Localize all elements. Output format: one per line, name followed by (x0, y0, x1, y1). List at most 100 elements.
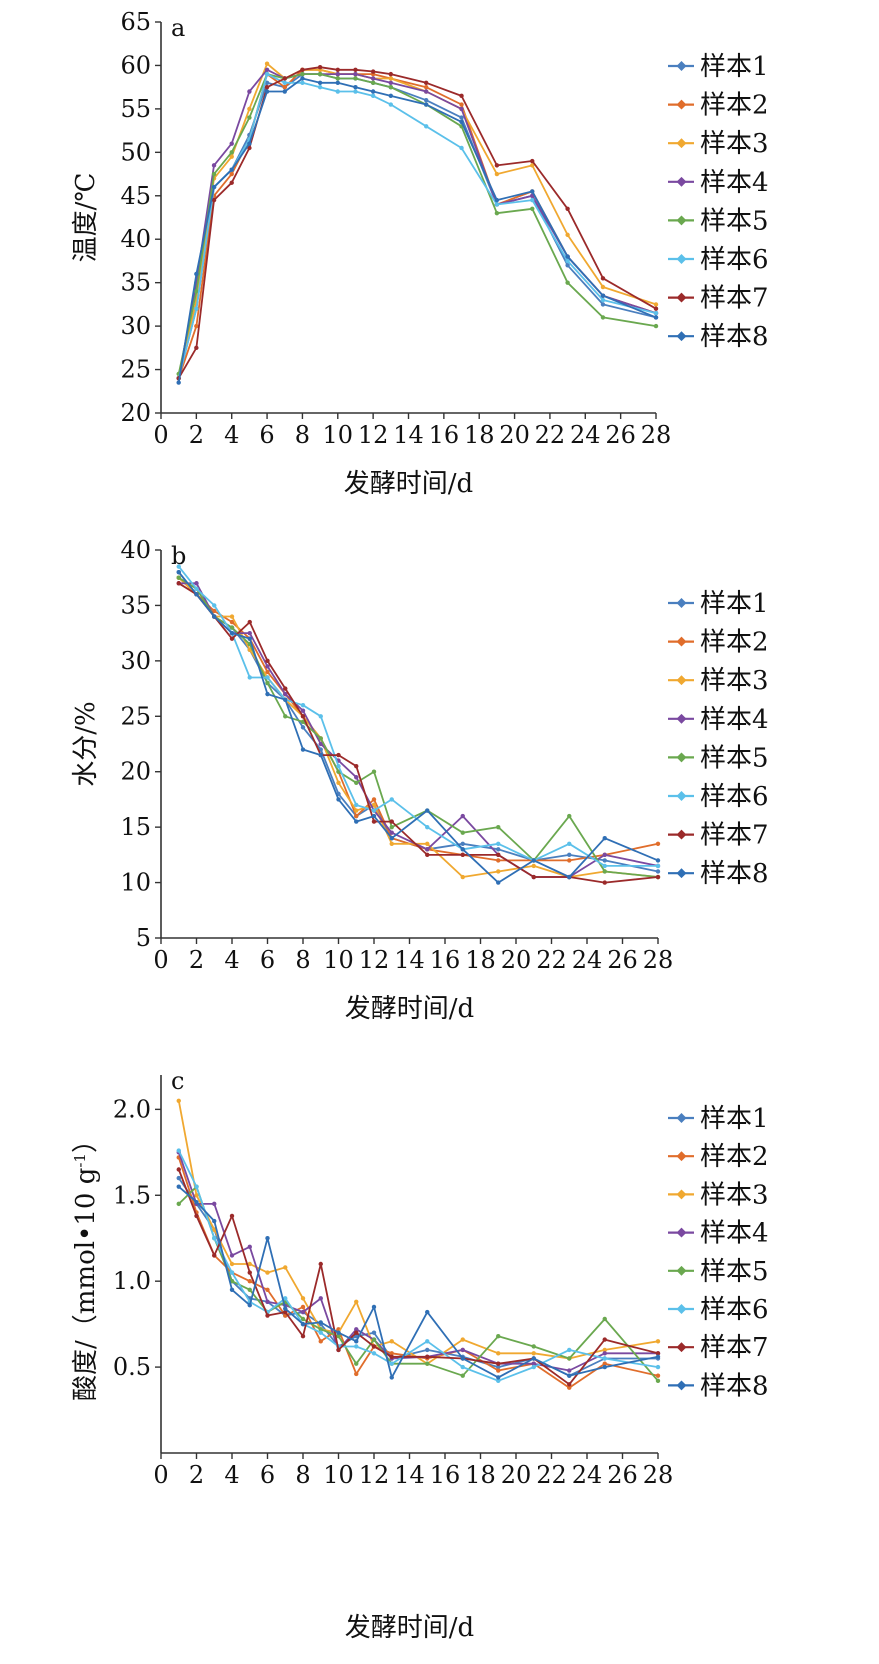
c0-data-point (264, 89, 270, 94)
c0-data-point (335, 80, 340, 86)
c1-legend-item-2: 样本2 (668, 628, 769, 658)
c0-data-point (335, 76, 340, 81)
c1-data-point (194, 586, 199, 591)
c2-data-point (496, 1361, 501, 1366)
c2-data-point (354, 1361, 359, 1366)
c0-data-point (653, 310, 659, 316)
c1-legend-item-6: 样本6 (668, 782, 769, 812)
c0-legend-item-3: 样本3 (668, 129, 769, 159)
c1-legend-marker (676, 752, 687, 763)
c1-ytick-label: 25 (120, 702, 151, 730)
c2-data-point (460, 1373, 465, 1378)
c2-legend-item-7: 样本7 (668, 1333, 769, 1363)
c1-xtick-label: 28 (643, 946, 674, 974)
c0-series-line-7 (177, 66, 657, 379)
c0-xtick-label: 26 (605, 421, 636, 449)
c1-legend-label: 样本1 (700, 589, 769, 619)
c0-data-point (353, 89, 358, 94)
c2-data-point (531, 1361, 536, 1366)
c1-data-point (176, 575, 181, 580)
c1-data-point (460, 847, 465, 852)
c0-data-point (229, 141, 234, 146)
c0-xtick-label: 16 (429, 421, 460, 449)
c1-series-line-2 (178, 577, 659, 862)
c2-data-point (265, 1236, 270, 1241)
c0-data-point (370, 80, 376, 86)
c2-data-point (567, 1385, 572, 1390)
c0-data-point (459, 119, 464, 125)
c2-data-point (389, 1351, 394, 1356)
c2-data-point (655, 1354, 661, 1359)
c0-data-point (282, 84, 287, 90)
c1-legend-label: 样本4 (700, 705, 769, 735)
c1-data-point (300, 725, 306, 730)
c0-data-point (335, 71, 340, 77)
c2-legend-marker (676, 1113, 687, 1123)
c1-data-point (300, 714, 306, 719)
c0-data-point (300, 80, 305, 86)
c0-data-point (194, 323, 199, 329)
c0-data-point (211, 163, 217, 168)
c1-data-point (336, 797, 341, 802)
c2-data-point (602, 1347, 607, 1353)
c2-data-point (176, 1184, 181, 1189)
c1-data-point (247, 619, 252, 625)
c0-data-point (459, 102, 464, 107)
c2-data-point (655, 1339, 661, 1344)
c1-xtick-label: 4 (224, 946, 239, 974)
c2-data-point (300, 1333, 306, 1339)
c2-series-line-3 (177, 1100, 659, 1365)
c1-data-point (283, 714, 288, 719)
c1-data-point (371, 802, 377, 808)
c0-data-point (247, 115, 252, 120)
c2-ytick-label: 2.0 (113, 1095, 151, 1123)
c0-legend-label: 样本4 (700, 168, 769, 198)
c2-data-point (371, 1351, 377, 1356)
c1-data-point (229, 636, 235, 641)
c0-data-point (300, 71, 305, 77)
c0-ytick-label: 25 (120, 356, 151, 384)
c0-xtick-label: 8 (295, 421, 310, 449)
c2-data-point (176, 1167, 181, 1172)
c1-data-point (496, 858, 501, 863)
c2-legend-marker (676, 1189, 687, 1200)
c2-data-point (602, 1364, 607, 1370)
c2-data-point (212, 1236, 217, 1241)
c1-ytick-label: 15 (120, 813, 151, 841)
c0-data-point (211, 171, 217, 177)
c2-data-point (567, 1347, 572, 1353)
c1-legend-label: 样本6 (700, 782, 769, 812)
c2-data-point (496, 1378, 501, 1384)
c2-data-point (300, 1316, 306, 1322)
c2-data-point (425, 1347, 430, 1353)
c1-xtick-label: 2 (189, 946, 204, 974)
c0-data-point (494, 171, 500, 177)
c1-data-point (176, 564, 181, 569)
c0-xtick-label: 4 (224, 421, 239, 449)
c2-data-point (354, 1333, 359, 1339)
c0-data-point (600, 297, 606, 303)
c0-xtick-label: 0 (153, 421, 168, 449)
c2-legend-label: 样本6 (700, 1295, 769, 1325)
c2-data-point (247, 1278, 252, 1284)
c1-data-point (371, 808, 377, 813)
c2-legend-label: 样本3 (700, 1180, 769, 1210)
c1-data-point (371, 797, 377, 802)
c0-legend-marker (676, 61, 687, 71)
c2-legend-item-1: 样本1 (668, 1104, 769, 1134)
c1-data-point (602, 858, 607, 863)
c0-data-point (282, 80, 287, 86)
c0-data-point (494, 163, 500, 168)
c0-y-axis-label: 温度/℃ (71, 173, 101, 263)
c2-xtick-label: 24 (572, 1461, 603, 1489)
c1-data-point (602, 852, 607, 858)
c1-data-point (389, 819, 394, 824)
c1-xtick-label: 26 (607, 946, 638, 974)
c2-legend-label: 样本7 (700, 1333, 769, 1363)
c2-data-point (655, 1378, 661, 1384)
c0-data-point (423, 102, 429, 107)
c0-legend-item-4: 样本4 (668, 168, 769, 198)
c1-data-point (655, 874, 661, 880)
c0-data-point (370, 76, 376, 81)
c2-legend-label: 样本2 (700, 1142, 769, 1172)
